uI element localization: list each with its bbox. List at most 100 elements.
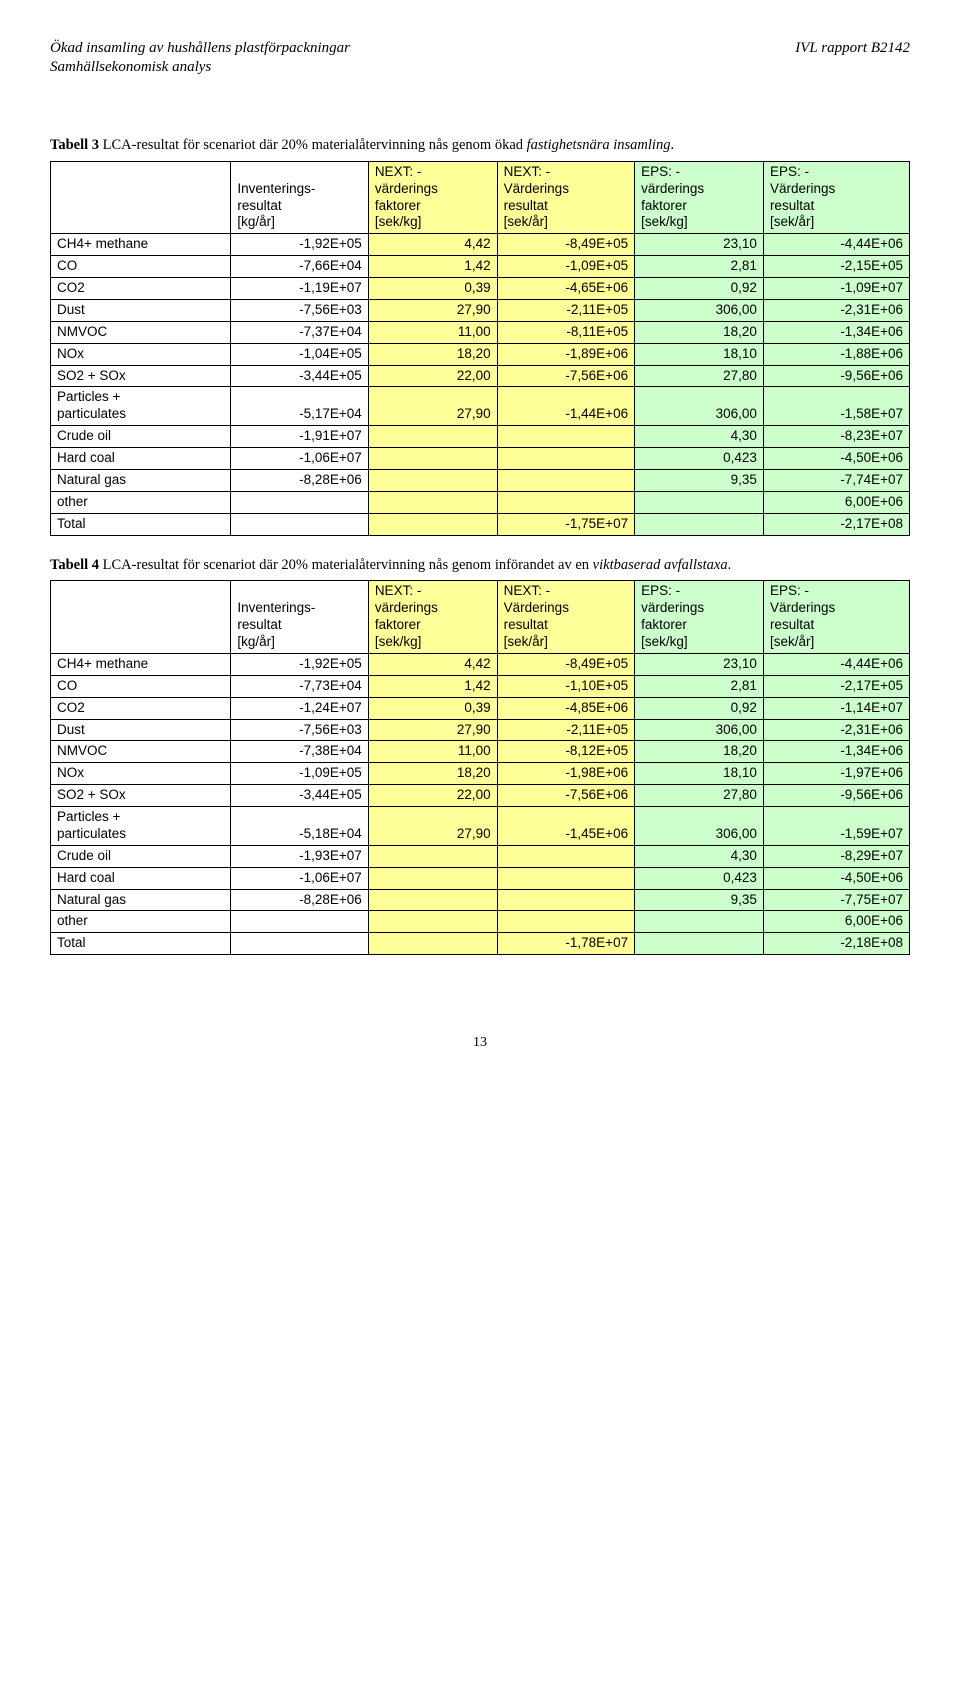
- cell-inventory: -1,04E+05: [231, 343, 368, 365]
- cell-inventory: -5,17E+04: [231, 387, 368, 426]
- page-number: 13: [50, 1035, 910, 1051]
- cell-next-factor: 4,42: [368, 653, 497, 675]
- cell-inventory: -3,44E+05: [231, 365, 368, 387]
- cell-eps-factor: [635, 911, 764, 933]
- cell-eps-factor: 27,80: [635, 785, 764, 807]
- cell-eps-result: -4,50E+06: [763, 867, 909, 889]
- cell-eps-factor: 4,30: [635, 426, 764, 448]
- cell-next-result: [497, 867, 634, 889]
- cell-eps-result: -4,44E+06: [763, 234, 909, 256]
- column-header: EPS: -värderingsfaktorer [sek/kg]: [635, 581, 764, 654]
- cell-next-factor: [368, 448, 497, 470]
- cell-next-factor: 18,20: [368, 763, 497, 785]
- table-row: Hard coal-1,06E+070,423-4,50E+06: [51, 448, 910, 470]
- cell-next-factor: 0,39: [368, 278, 497, 300]
- table-row: other6,00E+06: [51, 491, 910, 513]
- table2-caption-plain: LCA-resultat för scenariot där 20% mater…: [99, 557, 593, 573]
- row-label: Hard coal: [51, 867, 231, 889]
- cell-eps-result: 6,00E+06: [763, 491, 909, 513]
- cell-next-result: [497, 426, 634, 448]
- cell-eps-factor: 9,35: [635, 889, 764, 911]
- cell-next-result: -1,89E+06: [497, 343, 634, 365]
- table1-caption-bold: Tabell 3: [50, 137, 99, 153]
- column-header: [51, 161, 231, 234]
- table-row: NOx-1,09E+0518,20-1,98E+0618,10-1,97E+06: [51, 763, 910, 785]
- cell-next-result: -1,78E+07: [497, 933, 634, 955]
- cell-eps-factor: [635, 933, 764, 955]
- cell-eps-result: -1,14E+07: [763, 697, 909, 719]
- cell-next-factor: [368, 889, 497, 911]
- column-header: Inventerings-resultat [kg/år]: [231, 581, 368, 654]
- cell-inventory: -7,56E+03: [231, 299, 368, 321]
- cell-eps-result: -1,09E+07: [763, 278, 909, 300]
- cell-eps-factor: [635, 491, 764, 513]
- table-row: CH4+ methane-1,92E+054,42-8,49E+0523,10-…: [51, 653, 910, 675]
- table-row: Crude oil-1,93E+074,30-8,29E+07: [51, 845, 910, 867]
- row-label: Crude oil: [51, 845, 231, 867]
- cell-inventory: -1,19E+07: [231, 278, 368, 300]
- table-row: Crude oil-1,91E+074,30-8,23E+07: [51, 426, 910, 448]
- cell-next-factor: [368, 911, 497, 933]
- cell-next-result: [497, 448, 634, 470]
- table2-caption-end: .: [728, 557, 732, 573]
- cell-eps-result: 6,00E+06: [763, 911, 909, 933]
- row-label: CO2: [51, 697, 231, 719]
- cell-next-factor: [368, 845, 497, 867]
- cell-eps-factor: 18,20: [635, 741, 764, 763]
- cell-eps-result: -1,34E+06: [763, 741, 909, 763]
- cell-eps-factor: 0,92: [635, 278, 764, 300]
- cell-eps-result: -2,31E+06: [763, 719, 909, 741]
- cell-next-factor: [368, 867, 497, 889]
- table-row: NMVOC-7,38E+0411,00-8,12E+0518,20-1,34E+…: [51, 741, 910, 763]
- cell-eps-result: -7,75E+07: [763, 889, 909, 911]
- header-left-line2: Samhällsekonomisk analys: [50, 59, 910, 76]
- cell-eps-result: -1,58E+07: [763, 387, 909, 426]
- cell-next-factor: 11,00: [368, 741, 497, 763]
- cell-eps-result: -8,23E+07: [763, 426, 909, 448]
- table-row: NOx-1,04E+0518,20-1,89E+0618,10-1,88E+06: [51, 343, 910, 365]
- cell-eps-result: -9,56E+06: [763, 365, 909, 387]
- column-header: EPS: -Värderingsresultat [sek/år]: [763, 581, 909, 654]
- row-label: NMVOC: [51, 321, 231, 343]
- cell-next-factor: 27,90: [368, 807, 497, 846]
- table-row: Natural gas-8,28E+069,35-7,75E+07: [51, 889, 910, 911]
- table-row: SO2 + SOx-3,44E+0522,00-7,56E+0627,80-9,…: [51, 785, 910, 807]
- row-label: Dust: [51, 299, 231, 321]
- cell-next-result: [497, 911, 634, 933]
- cell-next-result: [497, 491, 634, 513]
- table-row: SO2 + SOx-3,44E+0522,00-7,56E+0627,80-9,…: [51, 365, 910, 387]
- table2: Inventerings-resultat [kg/år]NEXT: -värd…: [50, 580, 910, 955]
- row-label: CH4+ methane: [51, 234, 231, 256]
- column-header: NEXT: -värderingsfaktorer [sek/kg]: [368, 161, 497, 234]
- cell-next-factor: [368, 469, 497, 491]
- cell-next-factor: [368, 513, 497, 535]
- cell-inventory: [231, 513, 368, 535]
- cell-inventory: -7,56E+03: [231, 719, 368, 741]
- row-label: Natural gas: [51, 469, 231, 491]
- cell-eps-result: -7,74E+07: [763, 469, 909, 491]
- table1-caption: Tabell 3 LCA-resultat för scenariot där …: [50, 136, 910, 155]
- cell-eps-factor: 0,92: [635, 697, 764, 719]
- cell-inventory: -1,09E+05: [231, 763, 368, 785]
- column-header: EPS: -värderingsfaktorer [sek/kg]: [635, 161, 764, 234]
- cell-next-factor: 0,39: [368, 697, 497, 719]
- cell-inventory: -1,06E+07: [231, 867, 368, 889]
- cell-eps-factor: 2,81: [635, 256, 764, 278]
- row-label: SO2 + SOx: [51, 785, 231, 807]
- table-row: Total-1,78E+07-2,18E+08: [51, 933, 910, 955]
- table-row: Natural gas-8,28E+069,35-7,74E+07: [51, 469, 910, 491]
- table-row: CO-7,66E+041,42-1,09E+052,81-2,15E+05: [51, 256, 910, 278]
- header-left-line1: Ökad insamling av hushållens plastförpac…: [50, 40, 350, 57]
- cell-inventory: -8,28E+06: [231, 469, 368, 491]
- cell-eps-result: -1,97E+06: [763, 763, 909, 785]
- cell-next-factor: [368, 933, 497, 955]
- table-row: CH4+ methane-1,92E+054,42-8,49E+0523,10-…: [51, 234, 910, 256]
- cell-next-factor: 4,42: [368, 234, 497, 256]
- row-label: Particles +particulates: [51, 387, 231, 426]
- table-row: Dust-7,56E+0327,90-2,11E+05306,00-2,31E+…: [51, 299, 910, 321]
- table2-caption-ital: viktbaserad avfallstaxa: [593, 557, 728, 573]
- table-row: other6,00E+06: [51, 911, 910, 933]
- row-label: Total: [51, 513, 231, 535]
- cell-eps-result: -2,17E+08: [763, 513, 909, 535]
- cell-next-result: -8,49E+05: [497, 234, 634, 256]
